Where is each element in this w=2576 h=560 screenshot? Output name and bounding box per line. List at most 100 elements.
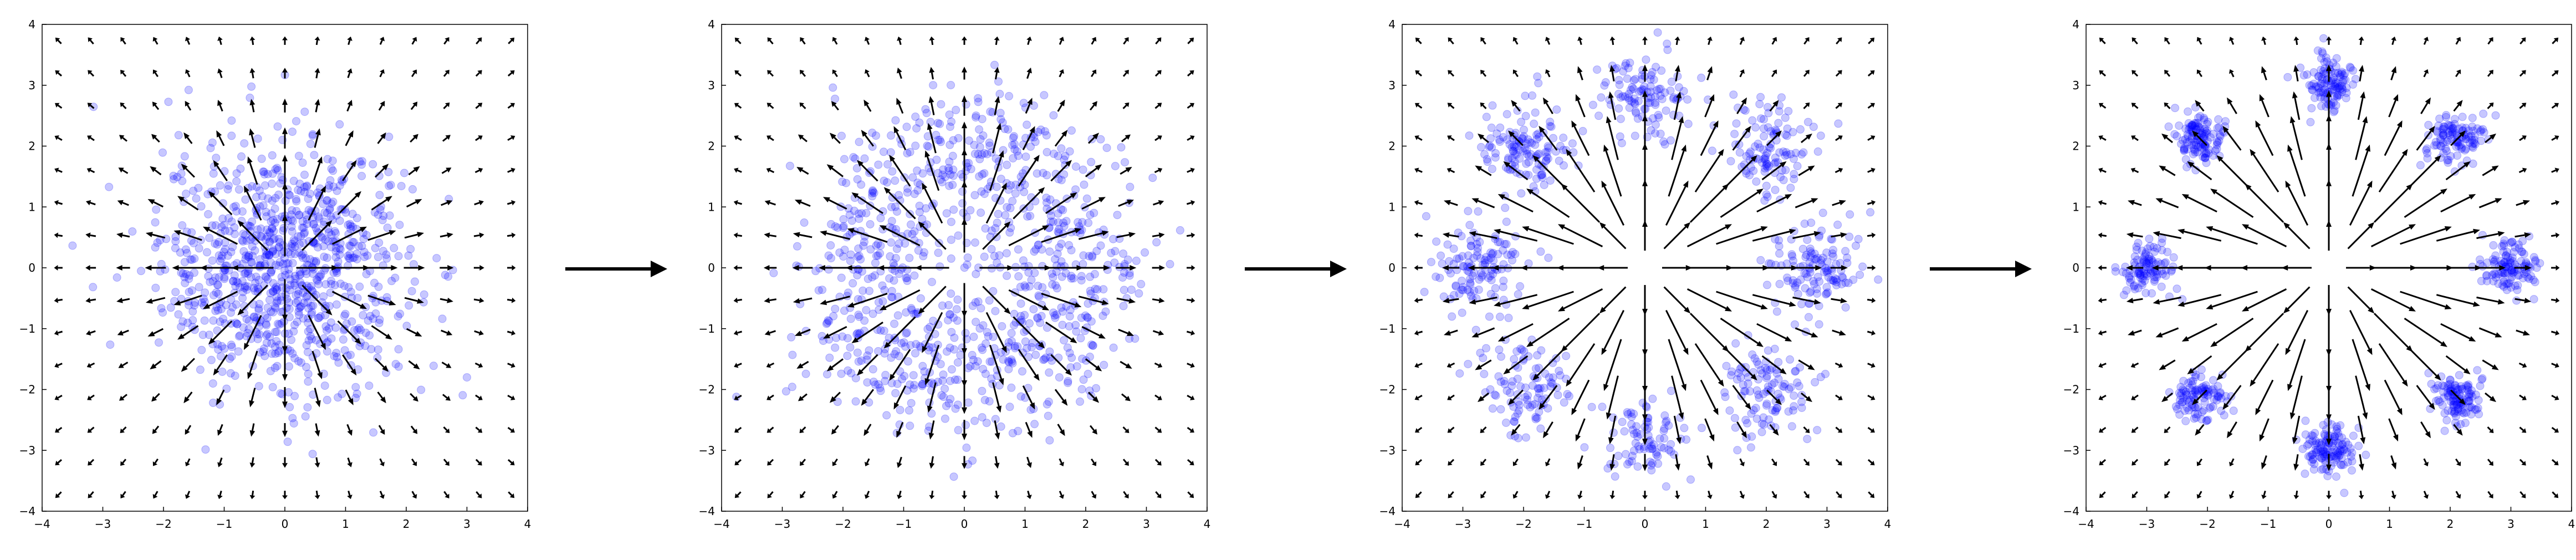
data-point <box>1614 104 1623 113</box>
vector-arrow-shaft <box>1528 291 1574 308</box>
data-point <box>1529 182 1538 191</box>
data-point <box>1422 212 1430 221</box>
data-point <box>185 271 194 280</box>
vector-arrow-head <box>282 127 288 134</box>
data-point <box>1016 299 1025 308</box>
data-point <box>254 382 263 390</box>
data-point <box>239 230 248 238</box>
vector-arrow-shaft <box>443 426 448 431</box>
vector-arrow-shaft <box>154 39 159 45</box>
vector-arrow-shaft <box>1663 226 1686 250</box>
data-point <box>1465 287 1474 296</box>
data-point <box>964 398 973 407</box>
vector-arrow-shaft <box>187 104 192 111</box>
vector-arrow-shaft <box>345 136 351 146</box>
data-point <box>238 236 247 245</box>
vector-arrow-shaft <box>898 456 902 464</box>
data-point <box>216 181 224 190</box>
vector-arrow-shaft <box>1803 72 1808 77</box>
data-point <box>225 227 234 236</box>
vector-arrow-shaft <box>1026 72 1030 79</box>
data-point <box>361 328 370 337</box>
data-point <box>369 160 377 169</box>
data-point <box>233 319 242 328</box>
vector-arrow-shaft <box>1579 40 1582 45</box>
data-point <box>169 171 178 180</box>
vector-arrow-head <box>1414 297 1419 303</box>
data-point <box>1686 475 1695 484</box>
data-point <box>962 421 970 429</box>
data-point <box>365 331 374 340</box>
data-point <box>262 212 271 221</box>
vector-arrow-shaft <box>90 234 96 237</box>
data-point <box>301 293 310 302</box>
data-point <box>963 253 972 262</box>
data-point <box>1438 259 1447 268</box>
data-point <box>1513 374 1522 383</box>
data-point <box>1796 125 1805 134</box>
data-point <box>290 354 299 363</box>
vector-arrow-shaft <box>507 426 513 431</box>
vector-arrow-shaft <box>801 39 806 45</box>
data-point <box>1107 248 1116 257</box>
data-point <box>1096 135 1105 144</box>
data-point <box>1748 116 1757 125</box>
data-point <box>211 221 220 230</box>
vector-arrow-head <box>793 232 800 238</box>
data-point <box>995 90 1004 98</box>
data-point <box>385 133 393 141</box>
data-point <box>1471 325 1480 334</box>
data-point <box>326 212 335 221</box>
vector-arrow-head <box>116 297 123 303</box>
data-point <box>209 316 218 325</box>
vector-arrow-head <box>1840 298 1848 303</box>
data-point <box>1760 132 1769 141</box>
vector-arrow-head <box>994 432 1000 440</box>
data-point <box>201 288 209 297</box>
vector-arrow-shaft <box>769 298 777 302</box>
data-point <box>263 225 271 234</box>
data-point <box>868 365 877 374</box>
data-point <box>357 157 366 166</box>
data-point <box>285 362 293 371</box>
vector-arrow-head <box>511 297 516 303</box>
data-point <box>1054 227 1062 236</box>
vector-arrow-head <box>1414 265 1418 271</box>
data-point <box>159 308 167 317</box>
data-point <box>352 213 361 222</box>
data-point <box>1683 95 1692 104</box>
data-point <box>1420 288 1429 297</box>
data-point <box>2212 138 2221 146</box>
data-point <box>319 242 328 251</box>
data-point <box>249 300 258 309</box>
vector-arrow-shaft <box>57 394 63 399</box>
data-point <box>348 238 357 246</box>
vector-arrow-shaft <box>315 490 318 496</box>
vector-arrow-shaft <box>1418 330 1423 334</box>
data-point <box>2146 255 2155 264</box>
vector-arrow-head <box>1811 198 1818 203</box>
data-point <box>1031 350 1040 359</box>
data-point <box>1771 154 1780 162</box>
x-tick-label: −3 <box>774 517 790 531</box>
vector-arrow-head <box>145 265 152 271</box>
x-tick-label: −1 <box>216 517 232 531</box>
data-point <box>293 318 301 326</box>
vector-arrow-shaft <box>122 234 130 238</box>
data-point <box>982 419 991 427</box>
data-point <box>334 257 343 266</box>
y-tick-label: −3 <box>699 444 715 457</box>
data-point <box>195 283 203 292</box>
data-point <box>272 286 281 294</box>
data-point <box>308 131 317 140</box>
y-tick-label: 0 <box>708 261 715 274</box>
data-point <box>1077 276 1086 285</box>
x-tick-label: 4 <box>1884 517 1892 531</box>
data-point <box>340 312 349 320</box>
data-point <box>376 205 385 214</box>
vector-arrow-shaft <box>992 129 1000 154</box>
data-point <box>1018 367 1026 376</box>
data-point <box>1841 278 1850 287</box>
data-point <box>295 310 304 319</box>
vector-arrow-shaft <box>801 426 806 431</box>
